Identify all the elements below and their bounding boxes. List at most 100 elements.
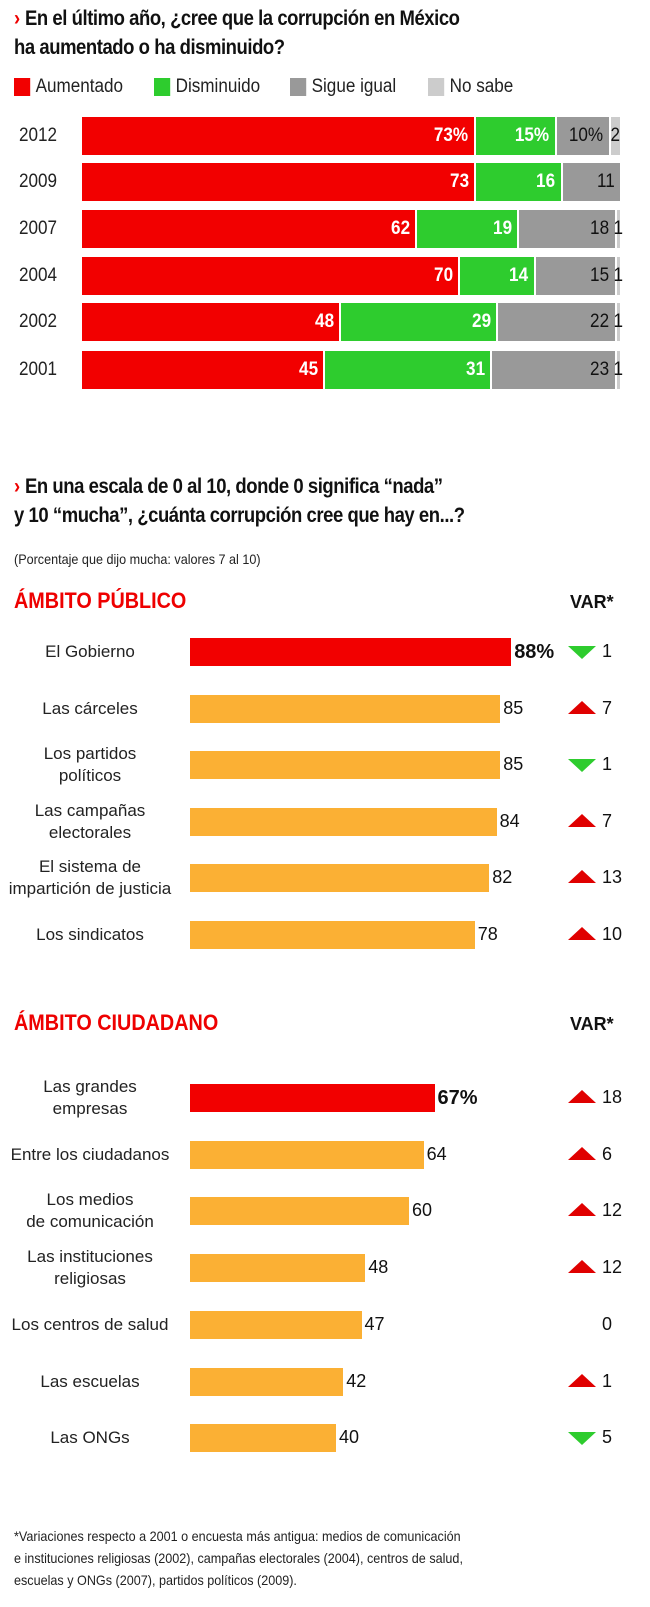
bar-value: 85 xyxy=(503,698,524,718)
up-triangle-icon xyxy=(568,701,596,714)
down-triangle-icon xyxy=(568,759,596,772)
legend-label: No sabe xyxy=(449,76,514,97)
var-value: 12 xyxy=(602,1257,623,1277)
bar-value-label: 16 xyxy=(536,171,556,192)
bar-segment-disminuido: 29 xyxy=(341,303,496,341)
bar-segment-no-sabe: 1 xyxy=(614,210,623,248)
var-header: VAR* xyxy=(570,1014,614,1034)
bar-segment-disminuido: 14 xyxy=(460,257,534,295)
bar-value-label: 1 xyxy=(613,265,624,286)
up-triangle-icon xyxy=(568,1374,596,1387)
up-triangle-icon xyxy=(568,814,596,827)
row-label: Las instituciones religiosas xyxy=(0,1246,180,1290)
bar-segment-aumentado: 73 xyxy=(82,163,475,201)
chevron-icon: › xyxy=(14,475,20,498)
row-label-line: Los partidos xyxy=(43,744,137,763)
var-value: 13 xyxy=(602,867,623,887)
bar xyxy=(190,1424,336,1452)
legend-item: Disminuido xyxy=(154,76,260,98)
bar-segment-sigue-igual: 22 xyxy=(497,303,615,341)
bar-value-label: 23 xyxy=(590,359,610,380)
legend-swatch xyxy=(14,78,31,96)
bar xyxy=(190,1368,344,1396)
var-value: 5 xyxy=(602,1427,613,1447)
row-label: Las cárceles xyxy=(0,698,180,720)
footnote-line: *Variaciones respecto a 2001 o encuesta … xyxy=(14,1528,461,1544)
row-label: Los partidos políticos xyxy=(0,743,180,787)
down-triangle-icon xyxy=(568,646,596,659)
legend-swatch xyxy=(154,78,171,96)
row-label-line: Las campañas xyxy=(34,801,146,820)
bar xyxy=(190,695,501,723)
bar-value-label: 10% xyxy=(569,125,604,146)
year-label: 2002 xyxy=(18,311,57,332)
legend-item: No sabe xyxy=(428,76,513,98)
bar-segment-aumentado: 62 xyxy=(82,210,415,248)
bar-value-label: 31 xyxy=(466,359,486,380)
var-value: 18 xyxy=(602,1087,623,1107)
row-label-line: religiosas xyxy=(54,1269,126,1288)
legend-label: Aumentado xyxy=(35,76,124,97)
row-label-line: Los centros de salud xyxy=(11,1315,169,1334)
chart1-title: › En el último año, ¿cree que la corrupci… xyxy=(14,4,460,62)
bar-value: 60 xyxy=(412,1200,433,1220)
bar-segment-no-sabe: 1 xyxy=(614,351,623,389)
var-value: 0 xyxy=(602,1314,613,1334)
up-triangle-icon xyxy=(568,1203,596,1216)
legend-label: Sigue igual xyxy=(311,76,397,97)
year-label: 2012 xyxy=(18,125,57,146)
year-label: 2007 xyxy=(18,218,57,239)
row-label: Entre los ciudadanos xyxy=(0,1144,180,1166)
bar xyxy=(190,1084,435,1112)
bar xyxy=(190,1311,362,1339)
row-label-line: empresas xyxy=(52,1099,128,1118)
bar-value: 42 xyxy=(346,1371,367,1391)
row-label-line: Las cárceles xyxy=(42,699,138,718)
bar-value-label: 11 xyxy=(597,171,615,192)
legend-item: Aumentado xyxy=(14,76,123,98)
bar-value-label: 62 xyxy=(390,218,410,239)
row-label-line: electorales xyxy=(48,823,132,842)
row-label: El sistema de impartición de justicia xyxy=(0,856,180,900)
bar-segment-no-sabe: 2 xyxy=(611,117,620,155)
title-line: En el último año, ¿cree que la corrupció… xyxy=(25,7,460,30)
bar-value-label: 19 xyxy=(493,218,513,239)
bar xyxy=(190,921,475,949)
bar-segment-disminuido: 15% xyxy=(476,117,556,155)
bar-segment-sigue-igual: 10% xyxy=(557,117,610,155)
row-label-line: El Gobierno xyxy=(45,642,135,661)
row-label: Las grandes empresas xyxy=(0,1076,180,1120)
up-triangle-icon xyxy=(568,1147,596,1160)
row-label-line: de comunicación xyxy=(26,1212,154,1231)
bar xyxy=(190,808,497,836)
bar-value: 64 xyxy=(426,1144,447,1164)
bar xyxy=(190,751,501,779)
down-triangle-icon xyxy=(568,1432,596,1445)
row-label: Los medios de comunicación xyxy=(0,1189,180,1233)
year-label: 2004 xyxy=(18,265,57,286)
title-line: y 10 “mucha”, ¿cuánta corrupción cree qu… xyxy=(14,504,465,527)
row-label-line: Las ONGs xyxy=(50,1428,130,1447)
bar-segment-no-sabe: 1 xyxy=(614,257,623,295)
row-label-line: Los sindicatos xyxy=(36,925,144,944)
up-triangle-icon xyxy=(568,870,596,883)
bar xyxy=(190,1141,424,1169)
bar-segment-aumentado: 73% xyxy=(82,117,475,155)
row-label: Las ONGs xyxy=(0,1427,180,1449)
footnote-line: e instituciones religiosas (2002), campa… xyxy=(14,1550,463,1566)
bar-value: 82 xyxy=(492,867,513,887)
footnote-line: escuelas y ONGs (2007), partidos polític… xyxy=(14,1572,297,1588)
bar-value-label: 48 xyxy=(315,311,335,332)
legend-item: Sigue igual xyxy=(290,76,396,98)
up-triangle-icon xyxy=(568,1090,596,1103)
up-triangle-icon xyxy=(568,1260,596,1273)
row-label: Las campañas electorales xyxy=(0,800,180,844)
bar-value: 85 xyxy=(503,754,524,774)
bar xyxy=(190,1197,409,1225)
row-label: Los sindicatos xyxy=(0,924,180,946)
bar-value-label: 73 xyxy=(450,171,470,192)
var-value: 7 xyxy=(602,811,613,831)
section-title: ÁMBITO CIUDADANO xyxy=(14,1010,219,1035)
bar xyxy=(190,638,512,666)
